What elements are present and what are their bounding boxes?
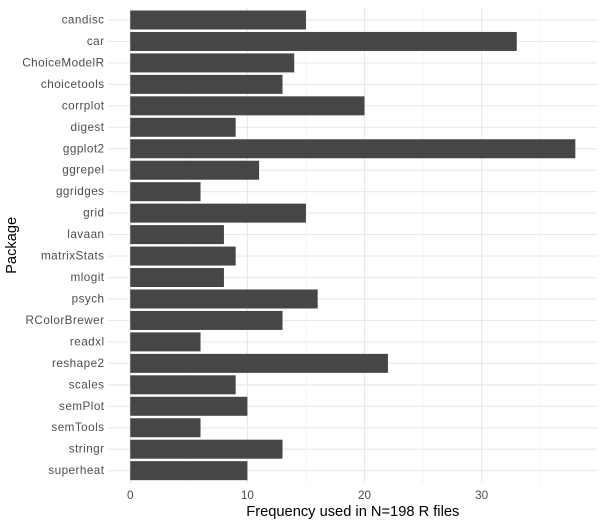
svg-text:superheat: superheat [48, 464, 104, 477]
svg-text:20: 20 [358, 489, 372, 502]
svg-text:digest: digest [71, 121, 105, 134]
svg-text:RColorBrewer: RColorBrewer [26, 314, 105, 327]
svg-text:ggplot2: ggplot2 [63, 142, 105, 155]
svg-text:semTools: semTools [51, 421, 104, 434]
svg-text:grid: grid [83, 207, 104, 220]
svg-text:lavaan: lavaan [67, 228, 104, 241]
svg-text:Package: Package [4, 217, 20, 274]
svg-text:0: 0 [127, 489, 134, 502]
svg-text:semPlot: semPlot [59, 400, 105, 413]
svg-text:candisc: candisc [62, 14, 105, 27]
svg-text:30: 30 [475, 489, 489, 502]
svg-text:readxl: readxl [70, 335, 105, 348]
svg-text:scales: scales [69, 378, 105, 391]
svg-text:ggrepel: ggrepel [62, 164, 104, 177]
svg-text:corrplot: corrplot [62, 99, 105, 112]
svg-text:car: car [87, 35, 105, 48]
svg-text:stringr: stringr [69, 443, 105, 456]
svg-text:ggridges: ggridges [56, 185, 105, 198]
svg-text:psych: psych [72, 292, 105, 305]
svg-text:matrixStats: matrixStats [41, 250, 105, 263]
svg-text:reshape2: reshape2 [52, 357, 104, 370]
svg-text:mlogit: mlogit [71, 271, 105, 284]
svg-text:choicetools: choicetools [41, 78, 105, 91]
svg-text:ChoiceModelR: ChoiceModelR [22, 56, 104, 69]
svg-text:Frequency used in N=198 R file: Frequency used in N=198 R files [246, 504, 459, 520]
svg-text:10: 10 [241, 489, 255, 502]
